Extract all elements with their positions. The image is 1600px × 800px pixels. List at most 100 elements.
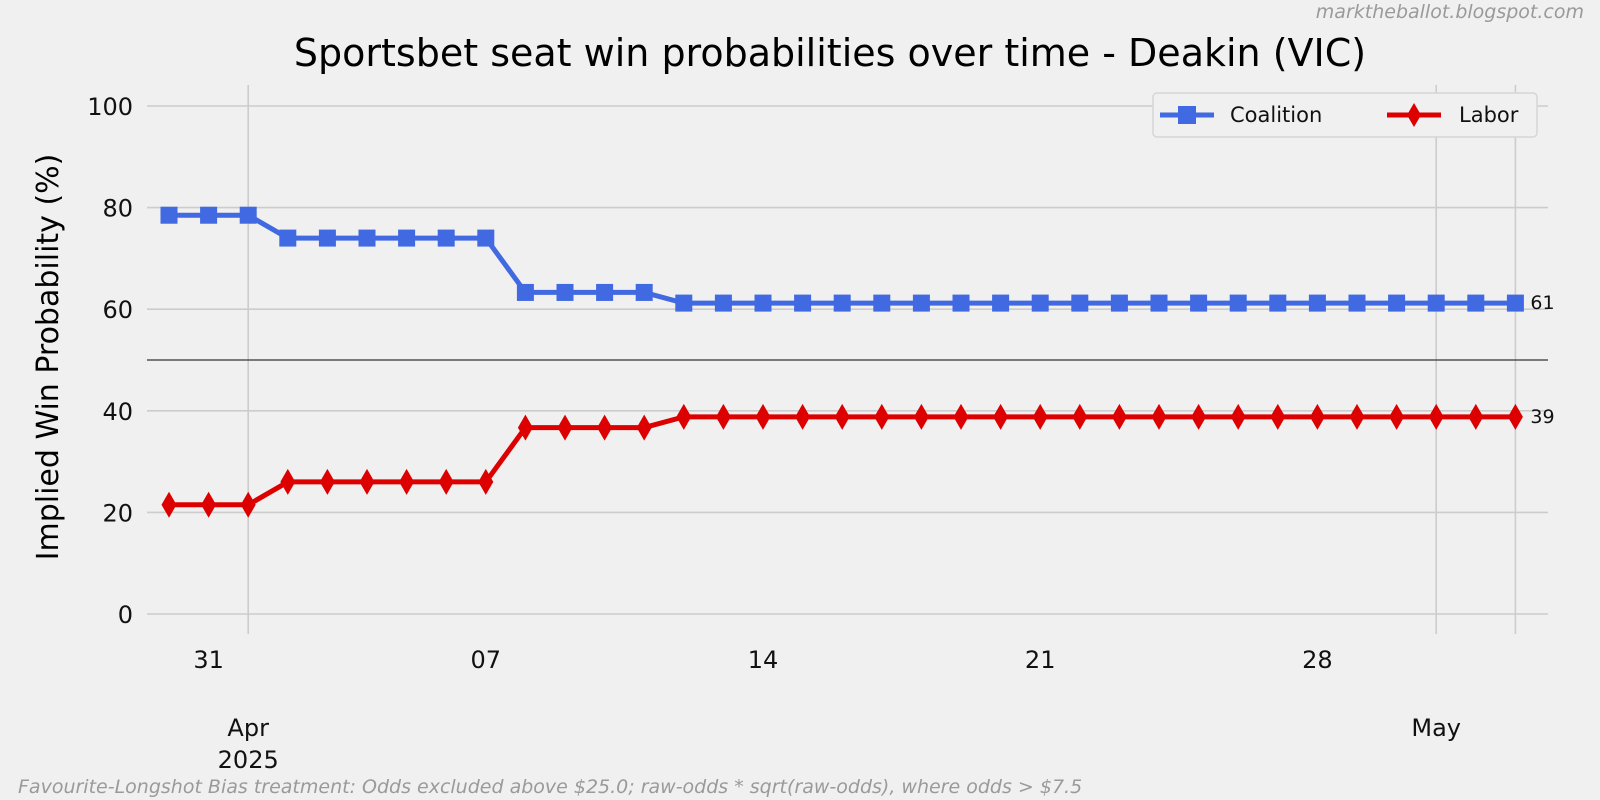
data-point-coalition-28 (1269, 294, 1287, 312)
data-point-coalition-16 (794, 294, 812, 312)
data-point-labor-8 (478, 468, 494, 495)
y-axis-label: Implied Win Probability (%) (31, 154, 66, 561)
x-tick-label-07: 07 (471, 646, 502, 674)
data-point-labor-10 (557, 414, 573, 441)
data-point-labor-31 (1389, 403, 1405, 430)
data-point-labor-16 (795, 403, 811, 430)
legend-frame (1152, 92, 1538, 138)
data-point-labor-34 (1507, 403, 1523, 430)
data-point-coalition-7 (437, 229, 455, 247)
data-point-labor-23 (1072, 403, 1088, 430)
series-line-labor (169, 414, 1516, 508)
data-point-labor-22 (1032, 403, 1048, 430)
data-point-labor-26 (1191, 403, 1207, 430)
data-point-coalition-9 (516, 283, 534, 301)
axes: 0 20 40 60 80 100 31 07 14 21 28 Apr 2025 May (87, 93, 1461, 774)
data-point-labor-12 (636, 414, 652, 441)
data-point-coalition-3 (279, 229, 297, 247)
x-month-label-apr: Apr (227, 714, 269, 742)
data-point-coalition-19 (912, 294, 930, 312)
data-point-coalition-8 (477, 229, 495, 247)
data-point-labor-33 (1468, 403, 1484, 430)
data-point-coalition-15 (754, 294, 772, 312)
data-point-coalition-13 (675, 294, 693, 312)
data-point-labor-20 (953, 403, 969, 430)
x-tick-label-31: 31 (193, 646, 224, 674)
data-point-labor-0 (161, 491, 177, 518)
data-point-coalition-2 (239, 206, 257, 224)
data-point-labor-4 (319, 468, 335, 495)
data-point-labor-32 (1428, 403, 1444, 430)
watermark: marktheballot.blogspot.com (1316, 1, 1584, 23)
legend-marker-coalition (1178, 106, 1196, 124)
data-point-coalition-27 (1229, 294, 1247, 312)
data-point-labor-24 (1111, 403, 1127, 430)
data-point-coalition-11 (596, 283, 614, 301)
data-point-coalition-10 (556, 283, 574, 301)
gridlines (147, 85, 1548, 634)
data-point-labor-30 (1349, 403, 1365, 430)
x-tick-label-14: 14 (748, 646, 779, 674)
y-tick-label-20: 20 (102, 499, 133, 527)
data-point-coalition-33 (1467, 294, 1485, 312)
data-point-coalition-21 (992, 294, 1010, 312)
data-point-coalition-14 (714, 294, 732, 312)
series-group: 61 39 (160, 206, 1555, 518)
data-point-labor-9 (517, 414, 533, 441)
x-year-label: 2025 (218, 746, 279, 774)
data-point-coalition-1 (200, 206, 218, 224)
data-point-coalition-24 (1110, 294, 1128, 312)
data-point-coalition-32 (1427, 294, 1445, 312)
legend-label-coalition: Coalition (1230, 103, 1322, 127)
data-point-coalition-12 (635, 283, 653, 301)
data-point-labor-11 (597, 414, 613, 441)
data-point-labor-28 (1270, 403, 1286, 430)
data-point-coalition-5 (358, 229, 376, 247)
data-point-labor-7 (438, 468, 454, 495)
legend-marker-labor (1407, 103, 1421, 127)
data-point-coalition-30 (1348, 294, 1366, 312)
data-point-labor-5 (359, 468, 375, 495)
y-tick-label-0: 0 (118, 601, 133, 629)
x-tick-label-28: 28 (1302, 646, 1333, 674)
data-point-labor-19 (913, 403, 929, 430)
data-point-coalition-25 (1150, 294, 1168, 312)
data-point-coalition-4 (318, 229, 336, 247)
data-point-labor-15 (755, 403, 771, 430)
y-tick-label-80: 80 (102, 195, 133, 223)
legend-label-labor: Labor (1459, 103, 1519, 127)
data-point-coalition-6 (398, 229, 416, 247)
data-point-labor-2 (240, 491, 256, 518)
x-month-label-may: May (1411, 714, 1461, 742)
data-point-labor-25 (1151, 403, 1167, 430)
data-point-labor-3 (280, 468, 296, 495)
data-point-labor-14 (715, 403, 731, 430)
data-point-coalition-20 (952, 294, 970, 312)
data-point-coalition-23 (1071, 294, 1089, 312)
data-point-labor-17 (834, 403, 850, 430)
legend: Coalition Labor (1152, 92, 1538, 138)
data-point-coalition-0 (160, 206, 178, 224)
data-point-labor-27 (1230, 403, 1246, 430)
data-point-coalition-17 (833, 294, 851, 312)
data-point-coalition-26 (1190, 294, 1208, 312)
end-label-labor: 39 (1530, 406, 1554, 428)
end-label-coalition: 61 (1530, 292, 1554, 314)
chart-title: Sportsbet seat win probabilities over ti… (294, 31, 1366, 75)
data-point-labor-21 (993, 403, 1009, 430)
data-point-coalition-22 (1031, 294, 1049, 312)
y-tick-label-40: 40 (102, 398, 133, 426)
y-tick-label-100: 100 (87, 93, 133, 121)
data-point-labor-1 (201, 491, 217, 518)
series-line-coalition (169, 212, 1516, 306)
data-point-coalition-29 (1308, 294, 1326, 312)
data-point-labor-6 (399, 468, 415, 495)
data-point-coalition-31 (1388, 294, 1406, 312)
data-point-labor-13 (676, 403, 692, 430)
data-point-coalition-18 (873, 294, 891, 312)
y-tick-label-60: 60 (102, 296, 133, 324)
data-point-coalition-34 (1506, 294, 1524, 312)
data-point-labor-18 (874, 403, 890, 430)
x-tick-label-21: 21 (1025, 646, 1056, 674)
